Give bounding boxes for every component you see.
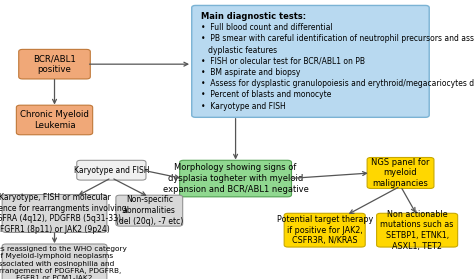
FancyBboxPatch shape: [77, 160, 146, 180]
Text: Chronic Myeloid
Leukemia: Chronic Myeloid Leukemia: [20, 110, 89, 130]
FancyBboxPatch shape: [18, 49, 90, 79]
Text: •  FISH or olecular test for BCR/ABL1 on PB: • FISH or olecular test for BCR/ABL1 on …: [201, 57, 365, 66]
FancyBboxPatch shape: [17, 105, 92, 135]
FancyBboxPatch shape: [2, 244, 107, 279]
Text: dyplastic features: dyplastic features: [201, 46, 277, 55]
Text: •  PB smear with careful identification of neutrophil precursors and assess for: • PB smear with careful identification o…: [201, 35, 474, 44]
FancyBboxPatch shape: [376, 213, 457, 247]
Text: •  BM aspirate and biopsy: • BM aspirate and biopsy: [201, 68, 301, 77]
FancyBboxPatch shape: [367, 157, 434, 189]
FancyBboxPatch shape: [2, 194, 107, 232]
Text: •  Assess for dysplastic granulopoiesis and erythroid/megacariocytes dysplasia: • Assess for dysplastic granulopoiesis a…: [201, 79, 474, 88]
Text: •  Percent of blasts and monocyte: • Percent of blasts and monocyte: [201, 90, 332, 99]
Text: Karyotype and FISH: Karyotype and FISH: [73, 166, 149, 175]
Text: BCR/ABL1
positive: BCR/ABL1 positive: [33, 54, 76, 74]
FancyBboxPatch shape: [284, 213, 365, 247]
Text: Morphology showing signs of
dysplasia togheter with myeloid
expansion and BCR/AB: Morphology showing signs of dysplasia to…: [163, 163, 309, 194]
Text: Main diagnostic tests:: Main diagnostic tests:: [201, 12, 306, 21]
FancyBboxPatch shape: [191, 5, 429, 117]
Text: Potential target therapy
if positive for JAK2,
CSFR3R, N/KRAS: Potential target therapy if positive for…: [276, 215, 373, 246]
Text: Cases reassigned to the WHO category
of Myeloid-lymphoid neoplasms
associated wi: Cases reassigned to the WHO category of …: [0, 246, 127, 279]
Text: NGS panel for
myeloid
malignancies: NGS panel for myeloid malignancies: [371, 158, 430, 188]
Text: •  Karyotype and FISH: • Karyotype and FISH: [201, 102, 286, 111]
FancyBboxPatch shape: [180, 160, 292, 197]
Text: •  Full blood count and differential: • Full blood count and differential: [201, 23, 333, 32]
Text: Non-specific
abnormalities
(del (20q), -7 etc): Non-specific abnormalities (del (20q), -…: [116, 195, 183, 226]
Text: Non actionable
mutations such as
SETBP1, ETNK1,
ASXL1, TET2: Non actionable mutations such as SETBP1,…: [381, 210, 454, 251]
Text: Karyotype, FISH or molecular
evidence for rearrangments involving
PDGFRA (4q12),: Karyotype, FISH or molecular evidence fo…: [0, 193, 127, 234]
FancyBboxPatch shape: [116, 195, 182, 226]
